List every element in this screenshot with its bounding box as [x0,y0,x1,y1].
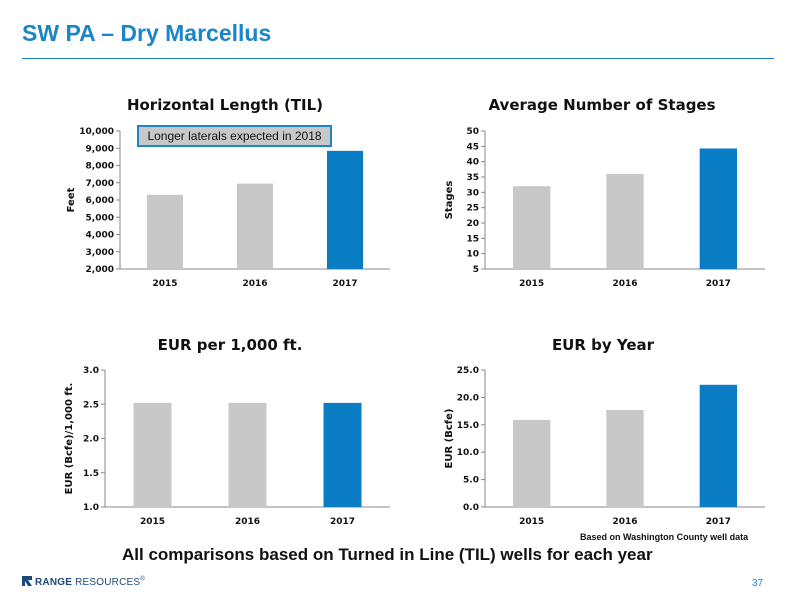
y-tick-label: 15.0 [457,421,479,431]
x-tick-label: 2017 [332,279,357,289]
logo-text: RESOURCES [72,577,141,588]
y-tick-label: 40 [466,158,479,168]
x-tick-label: 2016 [612,279,637,289]
bar-2016 [606,173,644,269]
chart-title: EUR by Year [552,336,655,354]
x-tick-label: 2016 [242,279,267,289]
y-tick-label: 5 [473,265,479,275]
y-tick-label: 5,000 [86,213,114,223]
y-tick-label: 30 [466,188,479,198]
x-tick-label: 2017 [706,517,731,527]
bar-2016 [237,183,273,269]
y-tick-label: 7,000 [86,179,114,189]
logo-trademark: ® [140,576,145,583]
y-tick-label: 2,000 [86,265,114,275]
bar-2016 [228,402,267,507]
bar-2017 [323,402,362,507]
bar-2015 [513,419,551,507]
y-tick-label: 25.0 [457,366,479,376]
y-tick-label: 4,000 [86,231,114,241]
data-source-note: Based on Washington County well data [580,532,749,542]
y-tick-label: 15 [466,234,479,244]
y-tick-label: 25 [466,204,479,214]
y-axis-label: Stages [444,181,455,220]
x-tick-label: 2016 [235,517,260,527]
y-tick-label: 20.0 [457,393,479,403]
bar-2017 [327,150,363,269]
y-tick-label: 1.5 [83,469,99,479]
x-tick-label: 2015 [140,517,165,527]
y-tick-label: 2.0 [83,435,99,445]
y-tick-label: 45 [466,142,479,152]
x-tick-label: 2015 [519,279,544,289]
x-tick-label: 2017 [330,517,355,527]
x-tick-label: 2015 [152,279,177,289]
bar-2015 [133,402,172,507]
footer-statement: All comparisons based on Turned in Line … [122,545,653,564]
logo-bold-text: RANGE [35,577,73,588]
chart-title: EUR per 1,000 ft. [158,336,303,354]
range-logo-icon [22,576,32,586]
y-tick-label: 1.0 [83,503,99,513]
y-tick-label: 35 [466,173,479,183]
chart-title: Horizontal Length (TIL) [127,96,323,114]
bar-2015 [147,194,183,269]
y-tick-label: 6,000 [86,196,114,206]
chart-2: Average Number of Stages 5 10 15 20 25 30 35 40 4… [444,96,765,289]
y-tick-label: 20 [466,219,479,229]
slide-title: SW PA – Dry Marcellus [22,20,272,46]
y-axis-label: EUR (Bcfe)/1,000 ft. [64,383,75,495]
y-tick-label: 9,000 [86,144,114,154]
company-logo: RANGE RESOURCES® [22,576,145,588]
x-tick-label: 2017 [706,279,731,289]
bar-2015 [513,186,551,269]
y-tick-label: 50 [466,127,479,137]
chart-3: EUR per 1,000 ft. 1.0 1.5 2.0 2.5 3.0 EUR (Bcf… [64,336,390,527]
y-tick-label: 10,000 [79,127,114,137]
y-axis-label: EUR (Bcfe) [444,409,455,469]
callout-box: Longer laterals expected in 2018 [137,125,332,147]
y-tick-label: 10.0 [457,448,479,458]
bar-2017 [699,384,737,507]
x-tick-label: 2015 [519,517,544,527]
y-tick-label: 3,000 [86,248,114,258]
y-tick-label: 8,000 [86,162,114,172]
y-tick-label: 2.5 [83,400,99,410]
title-divider [22,58,774,59]
y-tick-label: 5.0 [463,476,479,486]
y-axis-label: Feet [66,187,77,212]
y-tick-label: 10 [466,250,479,260]
chart-4: EUR by Year 0.0 5.0 10.0 15.0 20.0 25.0 EUR (Bc… [444,336,765,527]
y-tick-label: 0.0 [463,503,479,513]
chart-1: Horizontal Length (TIL) 2,000 3,000 4,000 5,… [66,96,390,289]
chart-title: Average Number of Stages [488,96,715,114]
page-number: 37 [752,578,764,589]
x-tick-label: 2016 [612,517,637,527]
y-tick-label: 3.0 [83,366,99,376]
bar-2016 [606,410,644,507]
bar-2017 [699,148,737,269]
